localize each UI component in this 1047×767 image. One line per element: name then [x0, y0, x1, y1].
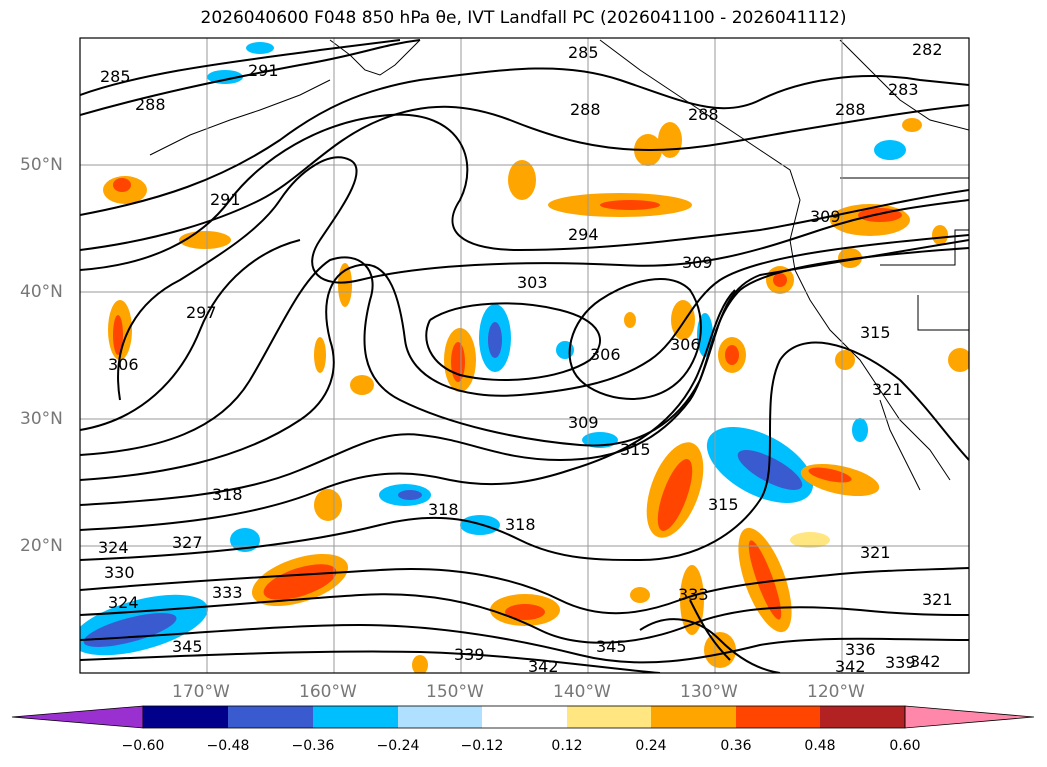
contour-label: 291 [248, 61, 279, 80]
contour-label: 303 [517, 273, 548, 292]
contour-label: 288 [570, 100, 601, 119]
colorbar [11, 705, 1035, 729]
contour-label: 288 [688, 105, 719, 124]
contour-label: 342 [528, 657, 559, 676]
contour-label: 321 [860, 543, 891, 562]
contour-label: 321 [872, 380, 903, 399]
contour-label: 318 [505, 515, 536, 534]
contour-label: 315 [708, 495, 739, 514]
contour-label: 309 [810, 207, 841, 226]
colorbar-tick: 0.36 [720, 738, 752, 754]
lon-label-150w: 150°W [426, 682, 484, 702]
contour-label: 306 [108, 355, 139, 374]
contour-label: 309 [682, 253, 713, 272]
contour-label: 330 [104, 563, 135, 582]
contour-label: 315 [860, 323, 891, 342]
contour-label: 342 [910, 652, 941, 671]
contour-label: 327 [172, 533, 203, 552]
lat-label-50n: 50°N [20, 155, 63, 175]
contour-label: 306 [670, 335, 701, 354]
contour-label: 342 [835, 657, 866, 676]
colorbar-tick: 0.60 [889, 738, 921, 754]
colorbar-tick: −0.12 [460, 738, 504, 754]
contour-label: 285 [100, 67, 131, 86]
contour-label: 283 [888, 80, 919, 99]
contour-label: 321 [922, 590, 953, 609]
contour-label: 297 [186, 303, 217, 322]
contour-labels: 285 291 288 285 288 282 283 288 288 291 … [98, 40, 953, 676]
lon-label-130w: 130°W [680, 682, 738, 702]
lon-label-140w: 140°W [553, 682, 611, 702]
contour-label: 345 [172, 637, 203, 656]
colorbar-tick: 0.24 [635, 738, 667, 754]
lon-label-170w: 170°W [172, 682, 230, 702]
contour-label: 318 [428, 500, 459, 519]
contour-label: 333 [678, 585, 709, 604]
contour-label: 294 [568, 225, 599, 244]
contour-label: 324 [98, 538, 129, 557]
colorbar-tick: −0.48 [206, 738, 250, 754]
lat-label-20n: 20°N [20, 536, 63, 556]
contour-label: 306 [590, 345, 621, 364]
coastlines [149, 39, 969, 491]
map-frame [79, 37, 970, 674]
contour-label: 309 [568, 413, 599, 432]
contour-label: 315 [620, 440, 651, 459]
lon-label-120w: 120°W [807, 682, 865, 702]
theta-e-contours [80, 39, 969, 673]
map-background [80, 38, 969, 673]
contour-label: 288 [135, 95, 166, 114]
colorbar-tick: −0.60 [121, 738, 165, 754]
lat-label-40n: 40°N [20, 282, 63, 302]
map-title: 2026040600 F048 850 hPa θe, IVT Landfall… [200, 8, 847, 28]
contour-label: 318 [212, 485, 243, 504]
contour-label: 339 [454, 645, 485, 664]
contour-label: 291 [210, 190, 241, 209]
contour-label: 324 [108, 593, 139, 612]
colorbar-tick: −0.36 [291, 738, 335, 754]
contour-label: 282 [912, 40, 943, 59]
colorbar-tick: 0.12 [551, 738, 583, 754]
contour-label: 336 [845, 640, 876, 659]
lon-label-160w: 160°W [299, 682, 357, 702]
colorbar-tick: 0.48 [804, 738, 836, 754]
contour-label: 339 [885, 653, 916, 672]
colorbar-tick: −0.24 [376, 738, 420, 754]
contour-label: 345 [596, 637, 627, 656]
contour-label: 285 [568, 43, 599, 62]
contour-label: 288 [835, 100, 866, 119]
lat-label-30n: 30°N [20, 409, 63, 429]
contour-label: 333 [212, 583, 243, 602]
